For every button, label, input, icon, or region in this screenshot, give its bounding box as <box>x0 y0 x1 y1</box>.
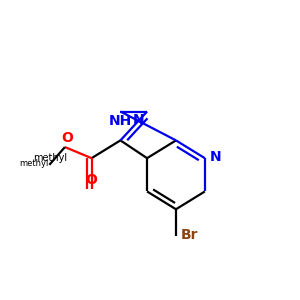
Text: N: N <box>209 150 221 164</box>
Text: O: O <box>61 131 73 145</box>
Text: methyl: methyl <box>33 153 68 163</box>
Text: methyl: methyl <box>19 159 48 168</box>
Text: Br: Br <box>180 228 198 242</box>
Text: O: O <box>85 173 98 187</box>
Text: N: N <box>133 112 145 127</box>
Text: NH: NH <box>109 114 132 128</box>
